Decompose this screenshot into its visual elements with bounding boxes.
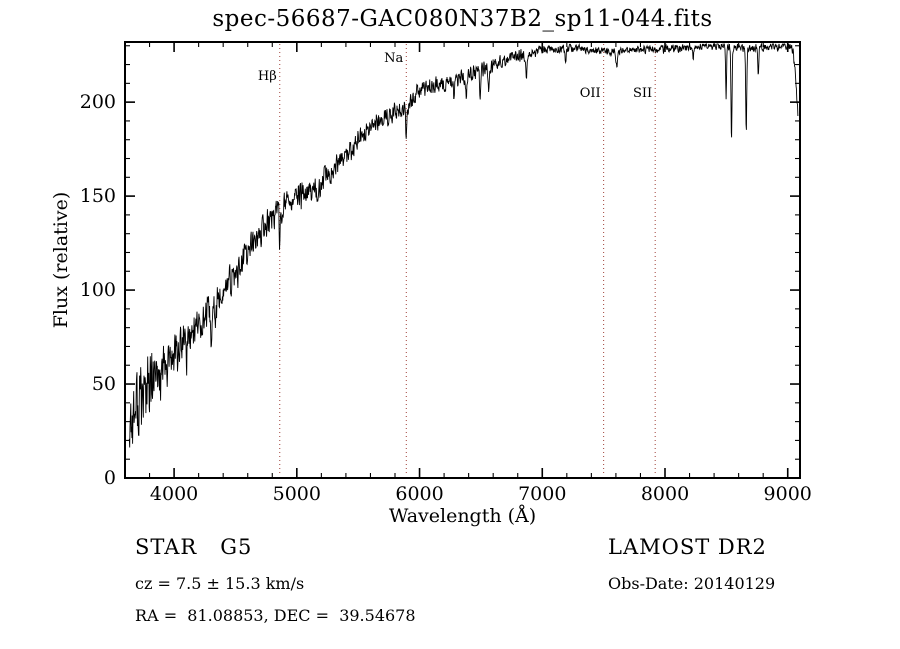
y-tick-label: 100 bbox=[80, 279, 116, 301]
spectral-marker-label: Hβ bbox=[258, 69, 277, 84]
x-tick-label: 9000 bbox=[764, 483, 812, 505]
survey-name-text: LAMOST DR2 bbox=[608, 535, 767, 559]
y-tick-label: 150 bbox=[80, 185, 116, 207]
y-tick-label: 200 bbox=[80, 91, 116, 113]
y-axis-label: Flux (relative) bbox=[50, 191, 72, 329]
classification-text: STAR G5 bbox=[135, 535, 253, 559]
spectral-marker-label: OII bbox=[580, 86, 601, 101]
spectral-marker-label: Na bbox=[384, 51, 403, 66]
x-tick-label: 8000 bbox=[641, 483, 689, 505]
x-tick-label: 5000 bbox=[273, 483, 321, 505]
obs-date-text: Obs-Date: 20140129 bbox=[608, 574, 776, 593]
x-tick-label: 6000 bbox=[395, 483, 443, 505]
y-tick-label: 50 bbox=[92, 373, 116, 395]
x-tick-label: 4000 bbox=[150, 483, 198, 505]
plot-frame bbox=[124, 41, 801, 479]
x-tick-label: 7000 bbox=[518, 483, 566, 505]
x-axis-label: Wavelength (Å) bbox=[388, 505, 537, 527]
radial-velocity-text: cz = 7.5 ± 15.3 km/s bbox=[135, 574, 305, 593]
plot-title: spec-56687-GAC080N37B2_sp11-044.fits bbox=[212, 6, 713, 32]
coordinates-text: RA = 81.08853, DEC = 39.54678 bbox=[135, 606, 416, 625]
spectrum-plot: 4000 5000 6000 7000 8000 9000 0 50 100 150 200 Hβ Na… bbox=[80, 41, 812, 505]
y-tick-label: 0 bbox=[104, 467, 116, 489]
spectral-marker-label: SII bbox=[633, 86, 652, 101]
spectrum-line bbox=[128, 42, 799, 448]
